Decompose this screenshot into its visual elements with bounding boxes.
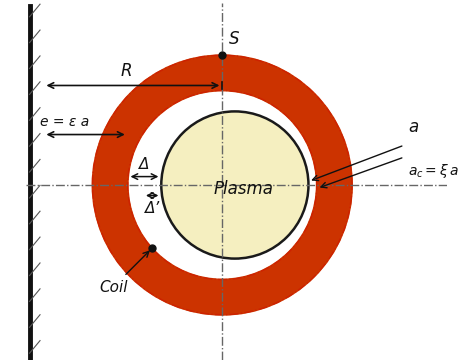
Text: R: R (120, 62, 132, 80)
Text: Plasma: Plasma (213, 180, 273, 197)
Text: S: S (229, 30, 240, 48)
Text: $a_c = \xi\,a$: $a_c = \xi\,a$ (408, 162, 459, 180)
Circle shape (128, 90, 317, 280)
Text: e = ε a: e = ε a (40, 115, 89, 129)
Text: a: a (408, 118, 418, 136)
Circle shape (92, 55, 352, 315)
Text: Δ’: Δ’ (145, 201, 160, 216)
Text: Δ: Δ (139, 157, 150, 172)
Circle shape (161, 111, 309, 258)
Text: Coil: Coil (99, 280, 128, 295)
